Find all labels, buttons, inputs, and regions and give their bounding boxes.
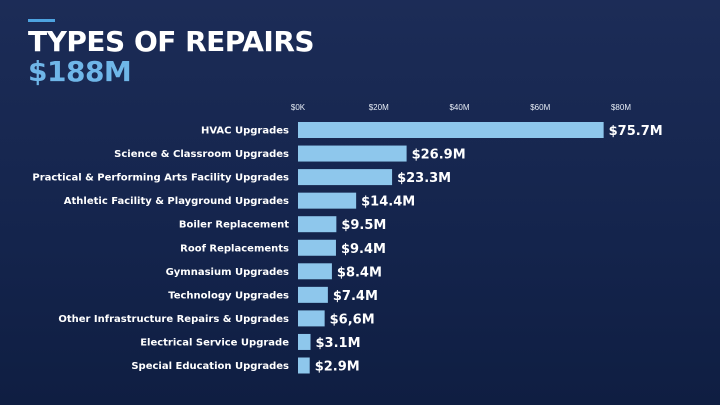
x-tick-label: $20M	[369, 103, 389, 112]
category-label: Gymnasium Upgrades	[166, 267, 289, 278]
x-tick-label: $40M	[449, 103, 469, 112]
category-label: Other Infrastructure Repairs & Upgrades	[58, 314, 289, 325]
bar	[298, 192, 357, 209]
x-tick-label: $0K	[291, 103, 306, 112]
category-label: Practical & Performing Arts Facility Upg…	[32, 173, 289, 184]
bar	[298, 333, 311, 350]
bar	[298, 357, 310, 374]
bar	[298, 216, 337, 233]
value-label: $6,6M	[330, 312, 375, 327]
category-label: Electrical Service Upgrade	[140, 337, 289, 348]
value-label: $23.3M	[397, 171, 451, 186]
category-label: HVAC Upgrades	[201, 126, 289, 137]
category-label: Technology Upgrades	[168, 290, 289, 301]
value-label: $3.1M	[316, 336, 361, 351]
x-tick-label: $80M	[611, 103, 631, 112]
category-label: Special Education Upgrades	[131, 361, 289, 372]
category-label: Roof Replacements	[180, 243, 289, 254]
page-title: TYPES OF REPAIRS	[28, 25, 315, 58]
bar	[298, 145, 407, 162]
category-label: Boiler Replacement	[179, 220, 289, 231]
bar	[298, 239, 336, 256]
total-amount: $188M	[28, 55, 132, 88]
value-label: $7.4M	[333, 289, 378, 304]
value-label: $26.9M	[412, 148, 466, 163]
bar	[298, 169, 393, 186]
value-label: $14.4M	[361, 195, 415, 210]
bar	[298, 122, 604, 138]
category-label: Athletic Facility & Playground Upgrades	[64, 196, 289, 207]
value-label: $8.4M	[337, 265, 382, 280]
bar	[298, 263, 332, 280]
value-label: $9.4M	[341, 242, 386, 257]
bar	[298, 286, 328, 303]
title-accent-line	[28, 19, 55, 22]
x-tick-label: $60M	[530, 103, 550, 112]
bar	[298, 310, 325, 327]
value-label: $75.7M	[609, 124, 663, 139]
category-label: Science & Classroom Upgrades	[114, 149, 289, 160]
value-label: $9.5M	[341, 218, 386, 233]
value-label: $2.9M	[315, 360, 360, 375]
